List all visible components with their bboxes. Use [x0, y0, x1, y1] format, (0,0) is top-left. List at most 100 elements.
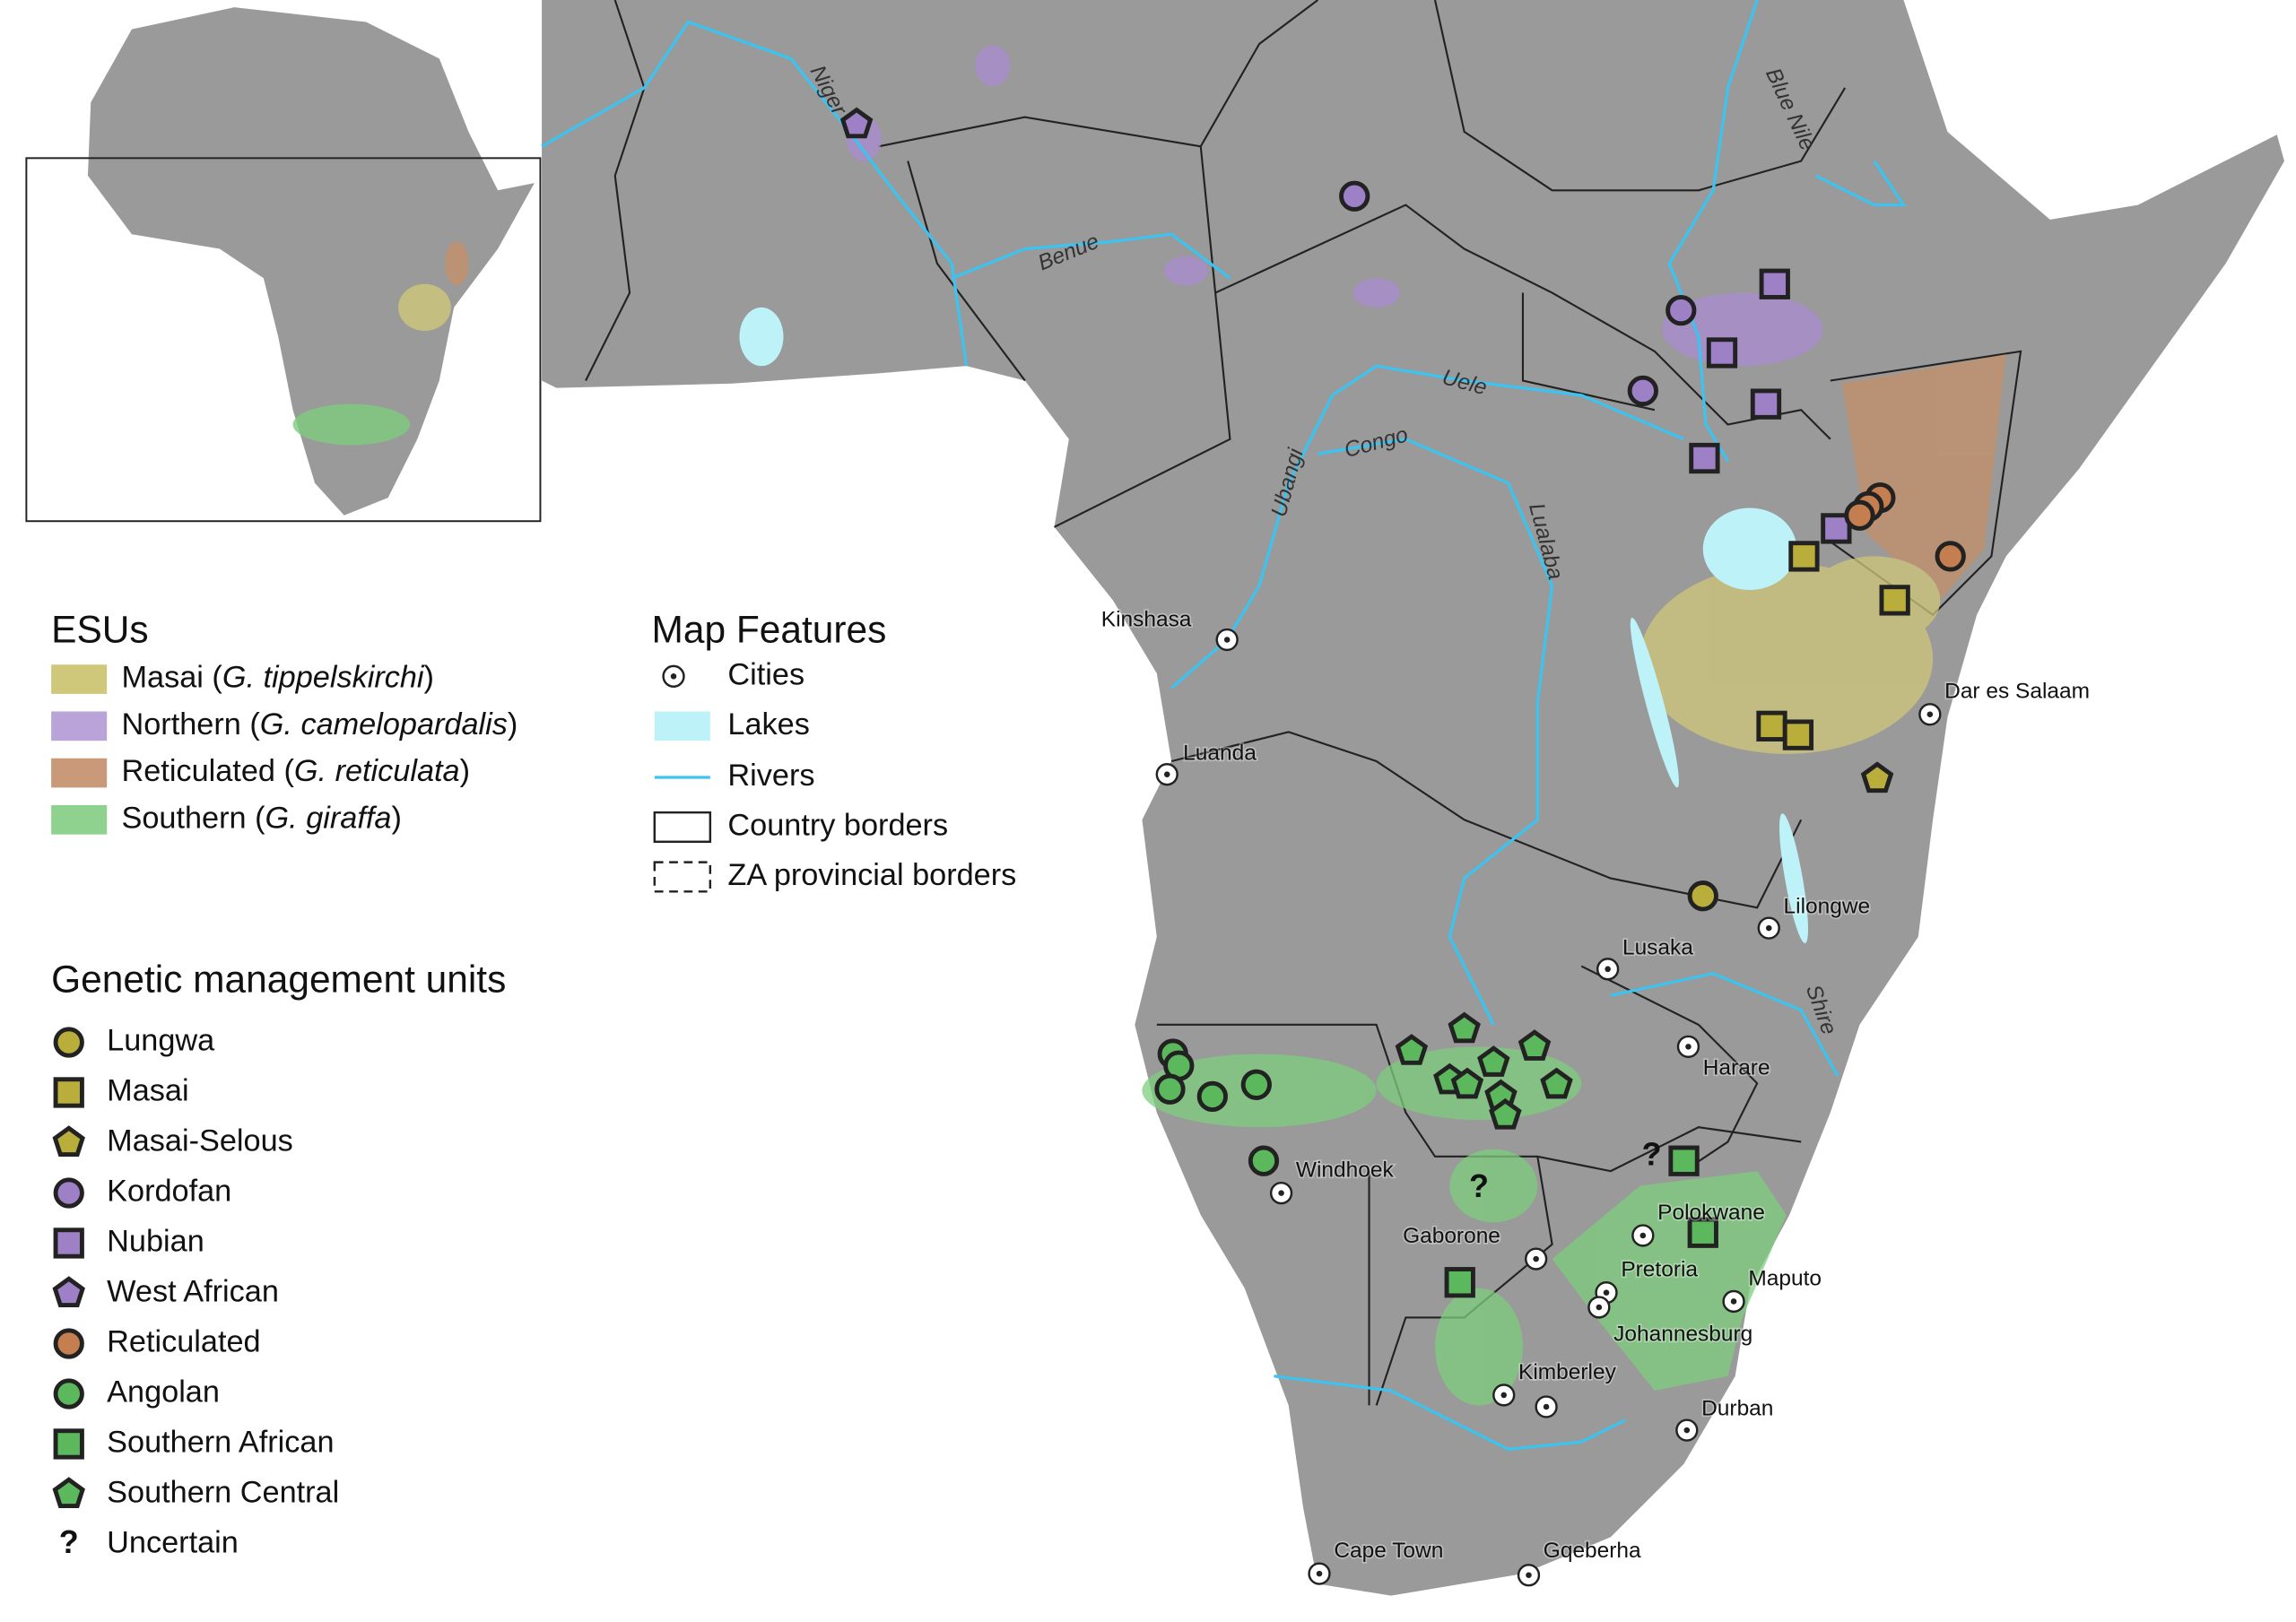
lake [1779, 813, 1808, 943]
marker-pentagon [1489, 1097, 1522, 1130]
marker-pentagon [52, 1477, 85, 1508]
city-dot-center [1278, 1190, 1284, 1196]
legend-title: Map Features [652, 609, 887, 651]
legend-swatch [51, 664, 108, 694]
marker-pentagon [1477, 1045, 1510, 1077]
marker-circle [1196, 1080, 1228, 1113]
marker-pentagon [1448, 1011, 1481, 1044]
lakes [739, 307, 1808, 943]
river [1814, 160, 1907, 207]
southern-range [1552, 1171, 1787, 1392]
border [1214, 204, 1831, 440]
city-dot-center [1533, 1255, 1539, 1262]
city-label: Cape Town [1334, 1539, 1443, 1563]
city-label: Gaborone [1403, 1224, 1500, 1248]
river [951, 232, 1231, 280]
city-dot-center [1765, 924, 1772, 932]
legend-swatch [51, 804, 108, 835]
border [907, 146, 1231, 528]
marker-pentagon [1450, 1067, 1484, 1099]
city-label: Polokwane [1657, 1201, 1765, 1225]
border [1433, 0, 1847, 192]
city-dot-center [1163, 771, 1170, 777]
legend-label: ZA provincial borders [727, 858, 1016, 892]
marker-square [1689, 442, 1720, 474]
city-label: Gqeberha [1544, 1539, 1641, 1563]
marker-circle [53, 1378, 84, 1409]
inset-range [292, 403, 411, 446]
border [1580, 965, 1759, 1173]
marker-square [53, 1077, 84, 1108]
city-dot-center [1596, 1304, 1603, 1311]
legend-label: Lungwa [107, 1024, 215, 1058]
inset-land [87, 7, 535, 516]
river [1274, 972, 1839, 1452]
legend-label: Masai (G. tippelskirchi) [122, 661, 434, 695]
country-borders [585, 0, 2022, 1406]
marker-square [1668, 1145, 1700, 1176]
legend-label: Southern African [107, 1426, 334, 1460]
legend-label-part: ) [391, 801, 401, 835]
lake [739, 307, 784, 367]
city-label: Maputo [1748, 1266, 1822, 1290]
northern-range [1352, 278, 1400, 308]
city-dot-center [1683, 1427, 1691, 1434]
marker-pentagon [1540, 1067, 1573, 1099]
lake [1702, 507, 1797, 590]
city-label: Kinshasa [1101, 608, 1192, 632]
legend-label: Country borders [727, 809, 948, 843]
reticulated-range [1841, 354, 2006, 601]
marker-circle [53, 1328, 84, 1359]
legend-label: Lakes [727, 707, 809, 742]
marker-circle [1240, 1069, 1272, 1100]
inset [25, 7, 542, 523]
legend-label-part: Southern ( [122, 801, 266, 835]
legend-label: West African [107, 1275, 279, 1309]
marker-square [1750, 388, 1782, 420]
city-dot-center [1526, 1572, 1532, 1579]
marker-pentagon [1395, 1034, 1429, 1065]
marker-pentagon [52, 1276, 85, 1307]
marker-pentagon [839, 107, 874, 139]
northern-range [1163, 256, 1208, 286]
legend-label-part: Reticulated ( [122, 754, 295, 788]
southern-range [1449, 1149, 1538, 1223]
city-dot-center [1316, 1570, 1323, 1577]
river [1170, 364, 1685, 690]
inset-range [398, 283, 451, 331]
marker-circle [1665, 294, 1697, 326]
legend-swatch [653, 811, 712, 844]
legend-label-part: G. reticulata [294, 754, 460, 788]
legend-label: Cities [727, 657, 804, 691]
legend-label: Reticulated [107, 1325, 260, 1359]
legend-label-part: G. giraffa [265, 801, 392, 835]
city-dot-center [1603, 1289, 1610, 1296]
legend-label: Nubian [107, 1225, 204, 1259]
city-dot-center [670, 673, 677, 680]
city-dot-center [1543, 1403, 1550, 1410]
marker-pentagon [1860, 761, 1894, 794]
border [1170, 731, 1803, 909]
city-label: Durban [1701, 1397, 1773, 1421]
northern-range [1662, 292, 1823, 367]
marker-pentagon [1518, 1029, 1552, 1061]
marker-square [1788, 541, 1820, 572]
legend-title: ESUs [51, 609, 148, 651]
legend-swatch [51, 711, 108, 742]
marker-square [1756, 710, 1787, 742]
city-dot-center [1605, 966, 1611, 973]
marker-square [1759, 268, 1790, 299]
city-dot-center [1926, 711, 1934, 718]
city-dot-center [1223, 637, 1231, 643]
legend-label: Southern Central [107, 1476, 339, 1510]
marker-square [53, 1227, 84, 1259]
city-label: Lilongwe [1784, 895, 1871, 919]
city-dot-center [1730, 1298, 1737, 1305]
marker-square [1687, 1217, 1718, 1248]
city-label: Dar es Salaam [1944, 680, 2090, 704]
marker-pentagon [52, 1125, 85, 1157]
lake [1630, 618, 1679, 788]
legend-label: Angolan [107, 1375, 220, 1409]
legend-label-part: ) [508, 707, 517, 742]
